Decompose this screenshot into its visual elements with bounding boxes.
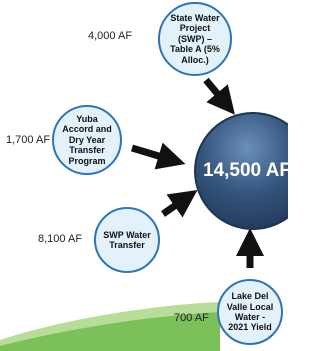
source-node: SWP Water Transfer (94, 207, 160, 273)
arrow (206, 80, 226, 104)
source-node: State Water Project (SWP) – Table A (5% … (158, 2, 232, 76)
source-node: Yuba Accord and Dry Year Transfer Progra… (52, 105, 122, 175)
amount: 1,700 AF (6, 134, 50, 146)
arrow (132, 148, 172, 160)
total-label: 14,500 AF (203, 160, 288, 182)
amount: 4,000 AF (88, 30, 132, 42)
diagram: 14,500 AF State Water Project (SWP) – Ta… (0, 0, 288, 351)
arrow (163, 198, 186, 214)
amount: 8,100 AF (38, 233, 82, 245)
source-node: Lake Del Valle Local Water - 2021 Yield (217, 279, 283, 345)
amount: 700 AF (174, 312, 209, 324)
